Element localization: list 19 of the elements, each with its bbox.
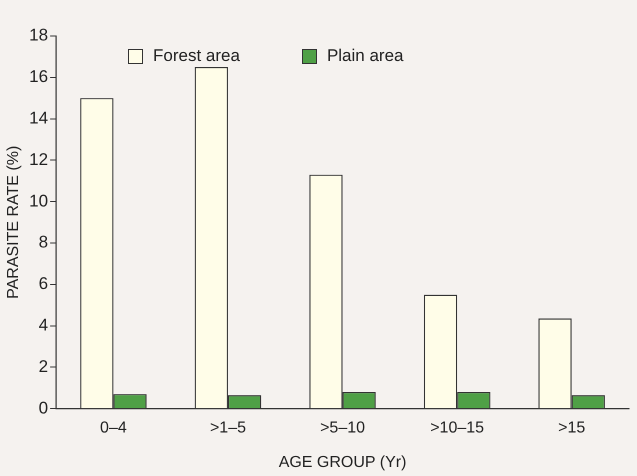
y-tick-label: 2 [38, 356, 48, 376]
y-tick-label: 16 [29, 67, 48, 86]
x-axis-title: AGE GROUP (Yr) [278, 454, 406, 471]
x-tick-label: >15 [558, 420, 586, 437]
y-tick-label: 0 [38, 398, 48, 418]
y-tick-label: 4 [38, 315, 48, 334]
series-label: Forest area [153, 46, 240, 66]
y-tick-label: 10 [29, 191, 48, 210]
y-axis-title: PARASITE RATE (%) [5, 146, 22, 299]
x-tick-label: >5–10 [320, 420, 366, 437]
y-tick-label: 18 [29, 26, 48, 45]
y-tick-label: 14 [29, 108, 48, 128]
y-tick-label: 12 [29, 150, 48, 169]
y-tick-label: 8 [38, 232, 48, 252]
legend-label: Plain area [326, 46, 404, 66]
x-tick-label: >1–5 [210, 420, 246, 437]
y-tick-label: 6 [38, 274, 48, 294]
x-tick-label: 0–4 [100, 420, 127, 437]
x-tick-label: >10–15 [430, 420, 484, 437]
